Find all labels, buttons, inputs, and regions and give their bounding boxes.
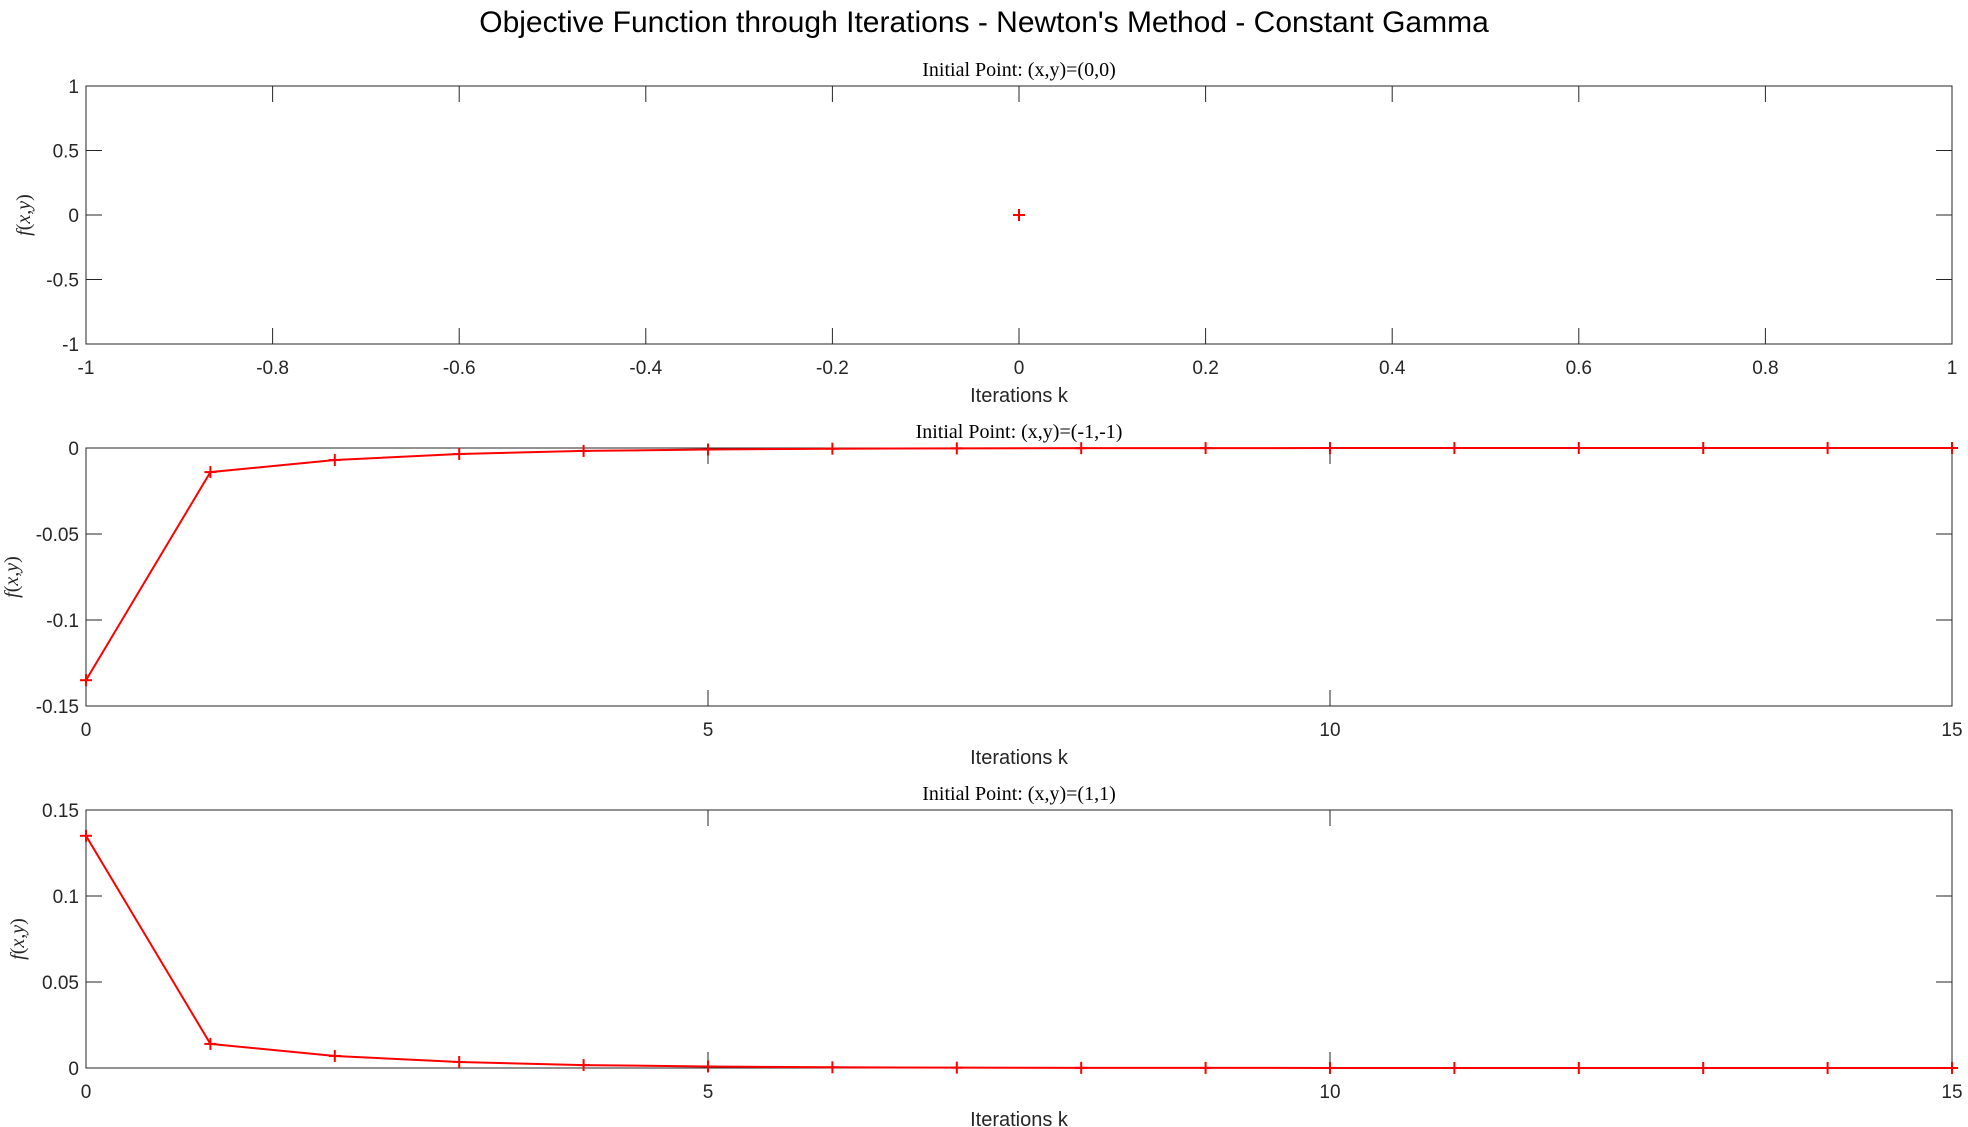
plot2-data-point — [328, 454, 341, 467]
plot3-ytick-label: 0.05 — [42, 973, 79, 994]
plot3-data-point — [826, 1061, 839, 1074]
plot1-ytick-label: 0 — [68, 206, 79, 227]
plot3-data-point — [1697, 1062, 1710, 1074]
plot2-data-point — [950, 442, 963, 455]
plot3-xtick-label: 5 — [703, 1082, 714, 1103]
plot2-data-point — [1324, 442, 1336, 455]
plot1-xtick-label: 0.8 — [1752, 358, 1778, 379]
plot3-xlabel: Iterations k — [970, 1109, 1069, 1127]
plot3-data-point — [453, 1055, 466, 1068]
plot2-data-point — [1448, 442, 1461, 455]
plot3-data-point — [1572, 1062, 1585, 1074]
plot2-data-point — [1946, 442, 1958, 454]
plot3-xtick-label: 15 — [1941, 1082, 1962, 1103]
plot1-ylabel: f(x,y) — [13, 194, 35, 236]
plot3-ytick-label: 0.1 — [53, 887, 79, 908]
plot2-data-point — [453, 448, 466, 461]
plot3-data-point — [1821, 1062, 1834, 1074]
plot3-data-point — [328, 1049, 341, 1062]
plot2-ytick-label: -0.15 — [36, 697, 79, 718]
plot2-data-point — [577, 444, 590, 457]
plot2-ytick-label: -0.05 — [36, 525, 79, 546]
plot2-title: Initial Point: (x,y)=(-1,-1) — [916, 421, 1123, 443]
plot2-xtick-label: 0 — [81, 720, 92, 741]
plot1-ytick-label: 0.5 — [53, 142, 79, 163]
plot1-xtick-label: 0.2 — [1192, 358, 1218, 379]
plot3-data-point — [1448, 1061, 1461, 1074]
plot1-ytick-label: -1 — [62, 335, 79, 356]
plot1-title: Initial Point: (x,y)=(0,0) — [922, 59, 1115, 81]
plot2-data-point — [204, 466, 217, 479]
plot2-ylabel: f(x,y) — [1, 556, 23, 598]
plot2-xtick-label: 10 — [1319, 720, 1340, 741]
plot3-axes-box — [85, 809, 1953, 1069]
plot3-xtick-label: 10 — [1319, 1082, 1340, 1103]
plot3-ytick-label: 0 — [68, 1059, 79, 1080]
plot3-data-point — [1946, 1062, 1958, 1074]
plot2-xtick-label: 5 — [703, 720, 714, 741]
plot3-ylabel: f(x,y) — [7, 918, 29, 960]
plot2-data-point — [702, 443, 714, 456]
plot2-data-point — [1697, 442, 1710, 454]
plot1-xtick-label: 0.6 — [1566, 358, 1592, 379]
plot3-data-point — [577, 1059, 590, 1072]
plot3-ytick-label: 0.15 — [42, 801, 79, 822]
plot1-xtick-label: -0.2 — [816, 358, 849, 379]
figure-title: Objective Function through Iterations - … — [479, 6, 1489, 39]
plot2-xtick-label: 15 — [1941, 720, 1962, 741]
plot1-xtick-label: -0.8 — [256, 358, 289, 379]
plot3-series-line — [85, 835, 1952, 1069]
plot3-data-point — [1075, 1061, 1088, 1074]
plot3-data-point — [1199, 1061, 1212, 1074]
plot2-data-point — [1075, 442, 1088, 455]
plot1-xlabel: Iterations k — [970, 385, 1069, 407]
plot1-xtick-label: -0.4 — [629, 358, 662, 379]
plot2-data-point — [1199, 442, 1212, 455]
plot3-data-point — [1324, 1061, 1336, 1074]
plot2-ytick-label: 0 — [68, 439, 79, 460]
plot1-xtick-label: 0.4 — [1379, 358, 1406, 379]
plot3-data-point — [950, 1061, 963, 1074]
plot2-xlabel: Iterations k — [970, 747, 1069, 769]
plot2-data-point — [1821, 442, 1834, 454]
plot1-xtick-label: -0.6 — [443, 358, 476, 379]
plot3-data-point — [702, 1060, 714, 1073]
plot2-ytick-label: -0.1 — [46, 611, 79, 632]
plot2-series-line — [85, 447, 1952, 681]
plot1-xtick-label: 0 — [1014, 358, 1025, 379]
plot2-data-point — [1572, 442, 1585, 454]
plot2-axes-box — [85, 447, 1953, 707]
plot2-data-point — [80, 674, 92, 687]
plot1-xtick-label: -1 — [78, 358, 95, 379]
plot3-xtick-label: 0 — [81, 1082, 92, 1103]
plot1-ytick-label: 1 — [68, 77, 79, 98]
plot3-title: Initial Point: (x,y)=(1,1) — [922, 783, 1115, 805]
plot3-data-point — [80, 829, 92, 842]
plot1-ytick-label: -0.5 — [46, 271, 79, 292]
plot3-data-point — [204, 1037, 217, 1050]
plot1-xtick-label: 1 — [1947, 358, 1958, 379]
plot1-data-point — [1013, 209, 1025, 221]
plot2-data-point — [826, 442, 839, 455]
